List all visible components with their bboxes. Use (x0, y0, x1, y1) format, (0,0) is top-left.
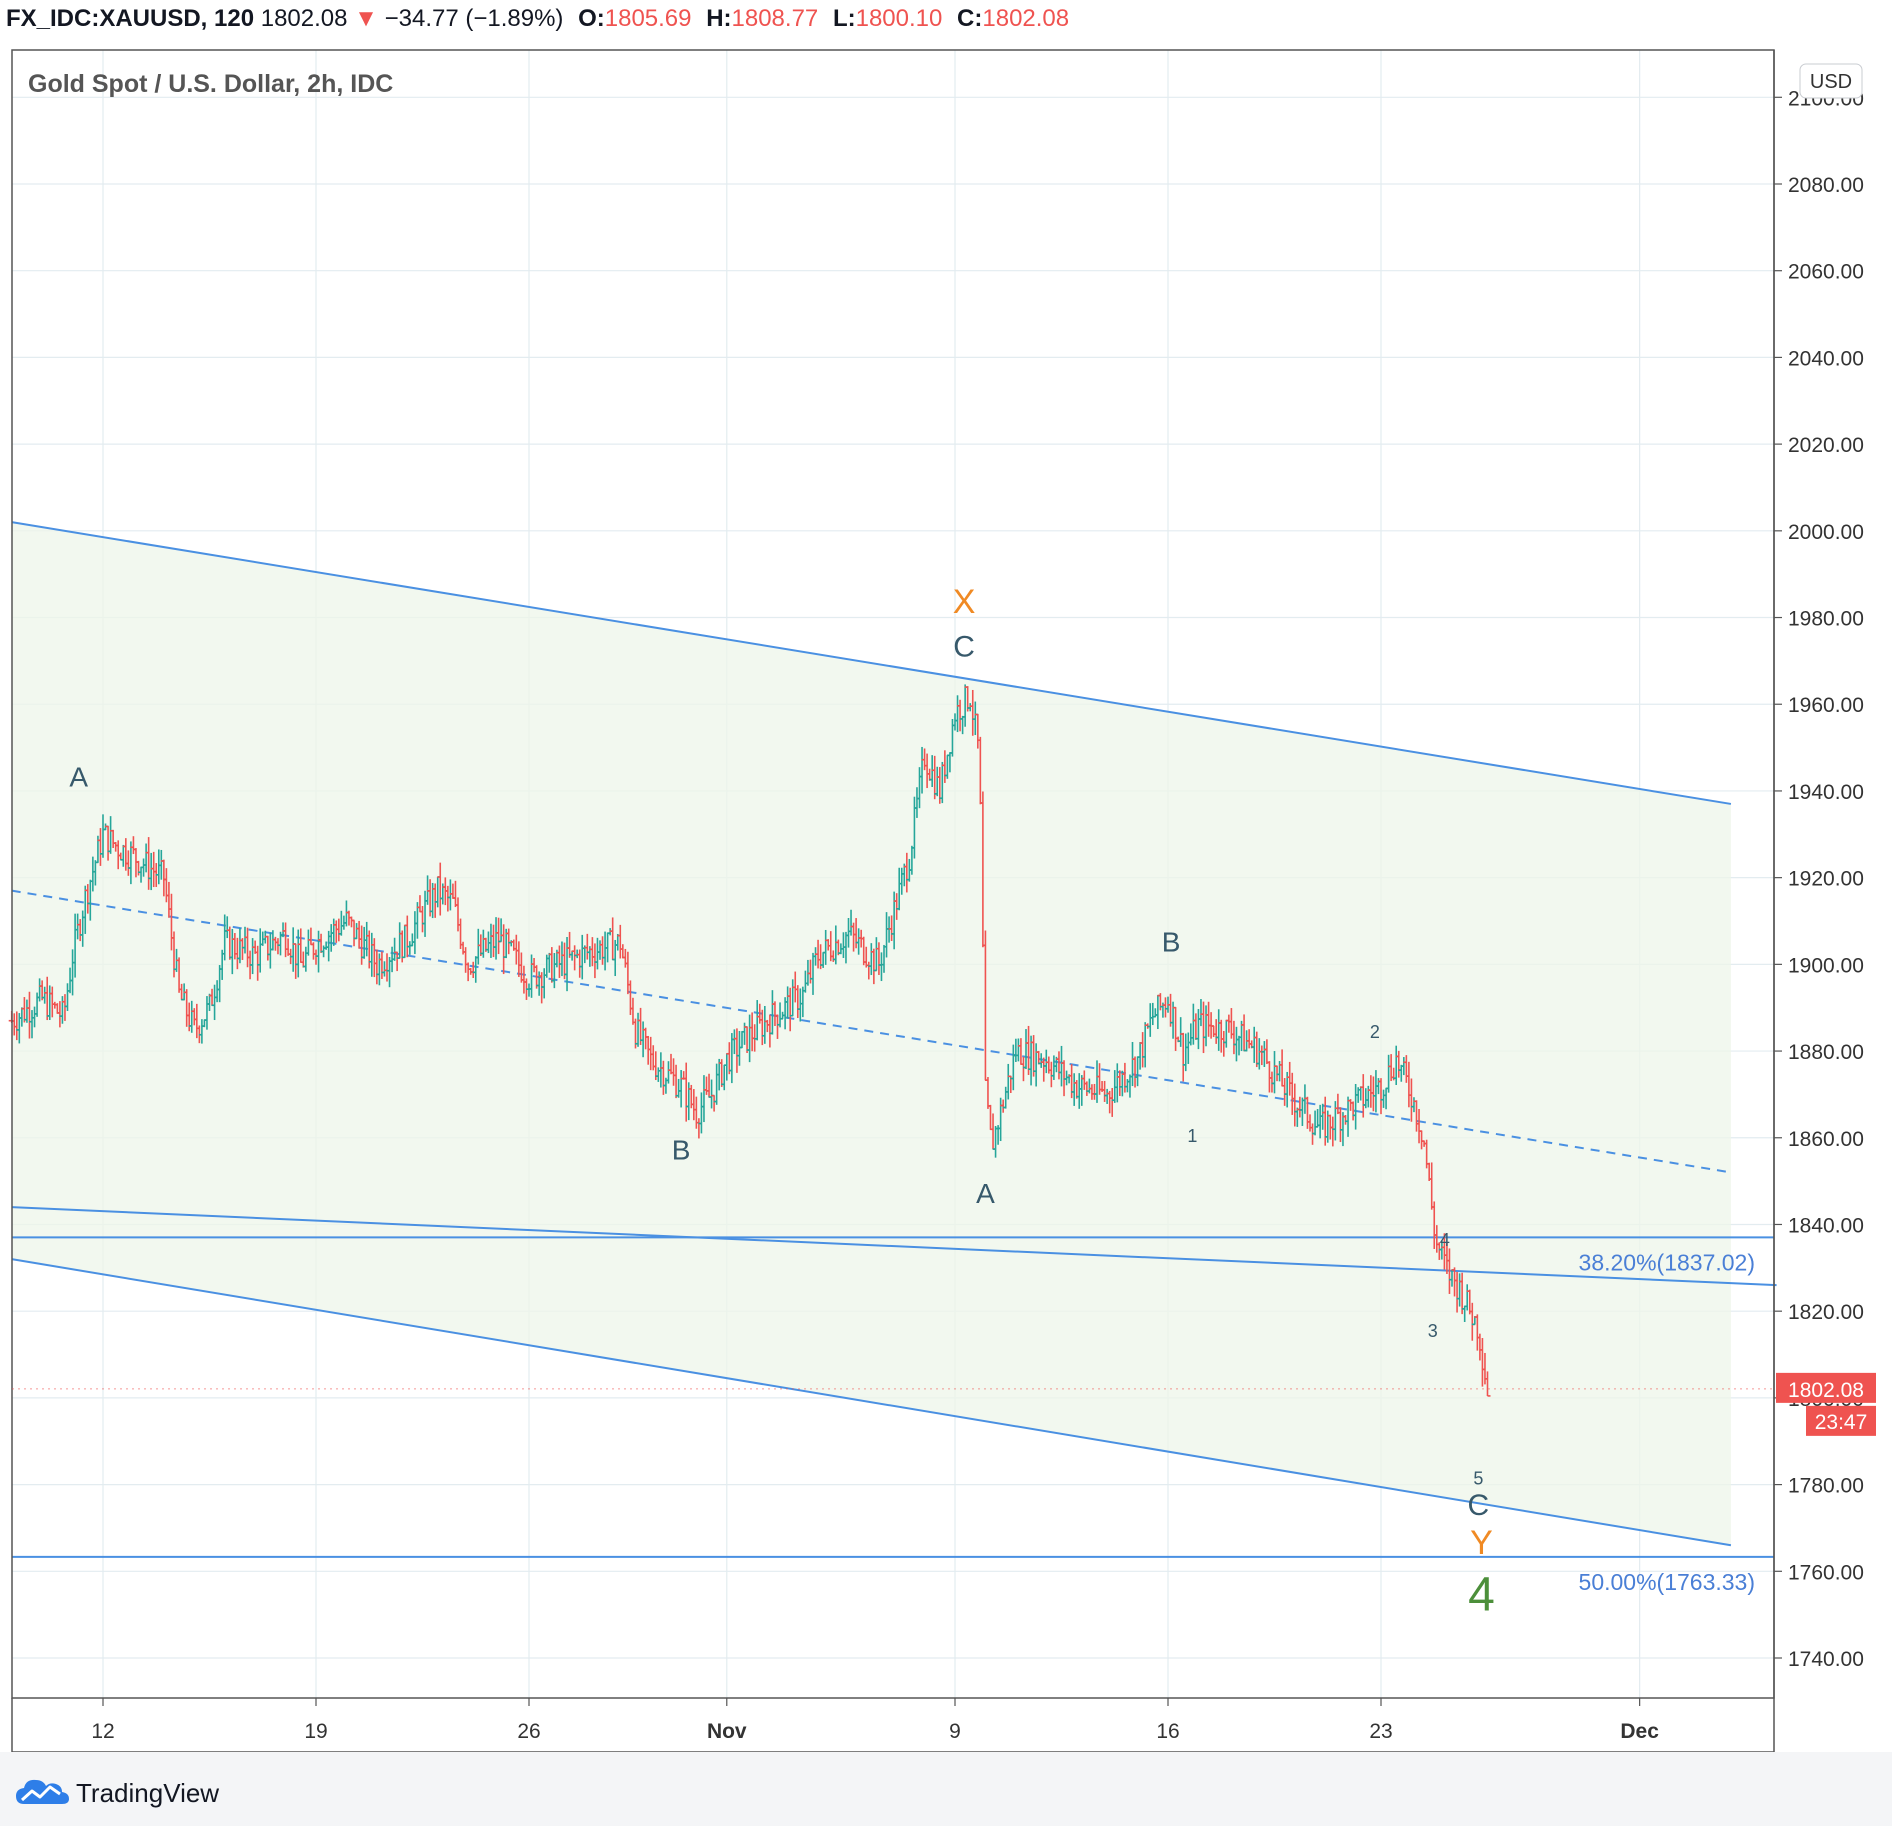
last-price: 1802.08 (260, 5, 348, 32)
price-tick-label: 1920.00 (1788, 868, 1864, 891)
brand-name: TradingView (76, 1777, 220, 1808)
price-tick-label: 1980.00 (1788, 608, 1864, 631)
wave-label: 5 (1473, 1469, 1483, 1489)
low-label: L: (832, 5, 856, 32)
price-tick-label: 1960.00 (1788, 694, 1864, 717)
tradingview-brand[interactable]: TradingView (14, 1773, 219, 1813)
tradingview-logo-icon (16, 1779, 69, 1804)
wave-label: 1 (1187, 1126, 1197, 1146)
currency-label: USD (1810, 71, 1852, 93)
price-tick-label: 1780.00 (1788, 1475, 1864, 1498)
channel-upper-line (11, 521, 1732, 805)
wave-label: C (1468, 1489, 1490, 1522)
price-tick-label: 1900.00 (1788, 954, 1864, 977)
price-tick-label: 1860.00 (1788, 1128, 1864, 1151)
time-tick-label: 9 (949, 1720, 961, 1743)
fib-level-label: 50.00%(1763.33) (1579, 1569, 1755, 1595)
wave-label: B (1162, 926, 1181, 957)
time-tick-label: Nov (707, 1720, 747, 1743)
footer-bar (0, 1752, 1892, 1826)
price-tick-label: 1880.00 (1788, 1041, 1864, 1064)
channel-support-line (11, 1206, 1777, 1287)
wave-label: 3 (1428, 1321, 1438, 1341)
time-tick-label: 23 (1369, 1720, 1392, 1743)
price-tick-label: 2040.00 (1788, 347, 1864, 370)
bar-countdown: 23:47 (1815, 1411, 1868, 1434)
fib-level-label: 38.20%(1837.02) (1579, 1249, 1755, 1275)
channel-fill (11, 522, 1731, 1546)
last-price-value: 1802.08 (1788, 1379, 1864, 1402)
channel-lower-line (11, 1258, 1732, 1547)
down-arrow-icon: ▼ (354, 5, 378, 32)
high-label: H: (706, 5, 732, 32)
low-value: 1800.10 (855, 5, 943, 32)
wave-label: B (672, 1134, 691, 1165)
price-bars (8, 684, 1491, 1397)
high-value: 1808.77 (731, 5, 819, 32)
time-tick-label: 19 (304, 1720, 327, 1743)
time-axis[interactable]: 12 19 26 Nov 9 16 23 Dec (91, 1698, 1659, 1743)
open-value: 1805.69 (604, 5, 692, 32)
countdown-box (1806, 1405, 1876, 1436)
wave-label: 4 (1440, 1230, 1450, 1250)
chart-title: Gold Spot / U.S. Dollar, 2h, IDC (28, 70, 393, 98)
last-price-box (1776, 1372, 1876, 1403)
wave-label: A (976, 1178, 995, 1209)
close-label: C: (957, 5, 983, 32)
wave-label: A (69, 762, 88, 793)
currency-badge[interactable]: USD (1799, 63, 1863, 99)
close-value: 1802.08 (982, 5, 1070, 32)
price-tick-label: 2060.00 (1788, 261, 1864, 284)
symbol-name[interactable]: FX_IDC:XAUUSD, 120 (6, 5, 255, 32)
price-tick-label: 2020.00 (1788, 434, 1864, 457)
price-change: −34.77 (−1.89%) (384, 5, 564, 32)
price-tick-label: 1740.00 (1788, 1648, 1864, 1671)
price-tick-label: 1840.00 (1788, 1214, 1864, 1237)
wave-label: 4 (1468, 1568, 1495, 1621)
time-tick-label: Dec (1620, 1720, 1659, 1743)
time-tick-label: 16 (1156, 1720, 1179, 1743)
symbol-header: FX_IDC:XAUUSD, 120 1802.08 ▼ −34.77 (−1.… (0, 0, 1069, 38)
time-tick-label: 26 (517, 1720, 540, 1743)
price-tick-label: 2000.00 (1788, 521, 1864, 544)
time-tick-label: 12 (91, 1720, 114, 1743)
price-tick-label: 1820.00 (1788, 1301, 1864, 1324)
price-tick-label: 1940.00 (1788, 781, 1864, 804)
wave-label: C (953, 631, 975, 664)
open-label: O: (578, 5, 605, 32)
wave-label: X (953, 583, 976, 621)
ohlc-bar (1484, 1371, 1491, 1397)
price-tick-label: 1760.00 (1788, 1561, 1864, 1584)
wave-label: 2 (1370, 1022, 1380, 1042)
price-tick-label: 2080.00 (1788, 174, 1864, 197)
last-price-marker: 1802.08 23:47 (12, 1372, 1876, 1436)
wave-label: Y (1470, 1524, 1493, 1562)
price-chart[interactable]: 38.20%(1837.02)50.00%(1763.33) AXCBAB124… (0, 0, 1892, 1752)
